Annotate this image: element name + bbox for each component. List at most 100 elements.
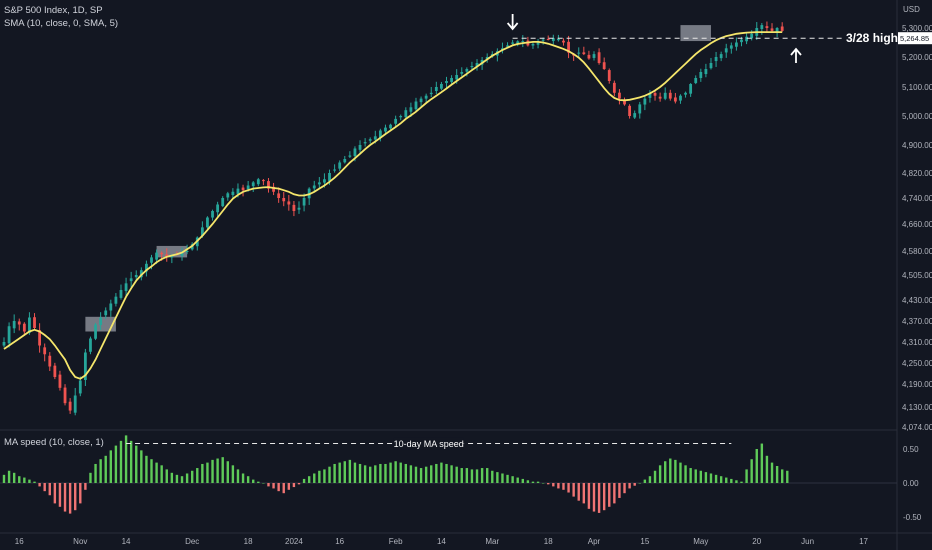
speed-bar — [735, 480, 738, 483]
candle-body — [750, 33, 754, 39]
speed-bar — [257, 481, 260, 483]
candle-body — [506, 45, 509, 47]
candle-body — [760, 25, 764, 30]
speed-bar — [328, 466, 331, 483]
speed-bar — [485, 468, 489, 483]
price-tick-label: 4,660.00 — [902, 220, 932, 229]
candle-body — [206, 217, 209, 228]
candle-body — [724, 48, 728, 53]
speed-bar — [201, 463, 204, 483]
speed-bar — [465, 468, 469, 483]
candle-body — [689, 84, 693, 94]
candle-body — [536, 41, 540, 45]
speed-bar — [145, 455, 148, 483]
candle-body — [2, 342, 6, 346]
speed-axis[interactable]: 0.50 0.00 -0.50 — [903, 445, 922, 522]
speed-bar — [33, 481, 36, 483]
speed-bar — [506, 474, 509, 483]
candle-body — [460, 72, 464, 74]
speed-label-bg — [393, 437, 464, 450]
speed-bar — [140, 450, 143, 483]
candle-body — [292, 204, 296, 211]
speed-bar — [567, 483, 570, 493]
candle-body — [414, 101, 418, 110]
candle-body — [521, 41, 525, 43]
candle-body — [323, 179, 326, 183]
candle-body — [302, 198, 306, 206]
candle-body — [134, 275, 138, 278]
candle-body — [623, 100, 626, 105]
candle-body — [333, 169, 337, 171]
speed-bar — [343, 461, 346, 483]
speed-bar — [689, 468, 692, 483]
speed-bar — [89, 472, 92, 483]
candle-body — [551, 38, 555, 42]
price-tick-label: 4,074.00 — [902, 423, 932, 432]
speed-bar — [206, 462, 209, 483]
speed-bar — [74, 483, 77, 511]
candle-body — [78, 380, 82, 394]
candle-body — [251, 182, 255, 187]
candle-body — [394, 118, 398, 124]
speed-bar — [608, 483, 611, 507]
candle-body — [765, 26, 769, 28]
time-tick-label: 2024 — [285, 537, 303, 546]
candle-body — [145, 263, 148, 272]
speed-bar — [577, 483, 580, 501]
candle-body — [150, 257, 153, 263]
speed-bar — [185, 473, 189, 483]
current-price-label: 5,264.85 — [900, 34, 929, 43]
sma-10-line — [3, 31, 783, 380]
speed-bar — [68, 483, 72, 514]
candle-body — [602, 62, 606, 69]
candle-body — [643, 98, 647, 105]
candle-body — [236, 188, 240, 194]
speed-bar — [562, 483, 565, 490]
candle-body — [389, 124, 392, 129]
speed-bar — [211, 459, 214, 483]
speed-bar — [455, 466, 458, 483]
candle-body — [628, 105, 632, 116]
candlestick-series — [2, 21, 784, 416]
candle-body — [633, 113, 637, 118]
speed-bar — [679, 462, 682, 483]
speed-bar — [323, 469, 326, 483]
candle-body — [429, 92, 433, 95]
candle-body — [612, 82, 616, 93]
candle-body — [597, 52, 601, 63]
speed-bar — [246, 476, 250, 483]
speed-bar — [572, 483, 575, 497]
time-tick-label: May — [693, 537, 708, 546]
speed-bar — [252, 479, 255, 483]
candle-body — [663, 92, 667, 99]
time-tick-label: Dec — [185, 537, 199, 546]
price-axis[interactable]: USD 5,300.00 5,200.00 5,100.00 5,000.00 4,900… — [898, 5, 932, 432]
speed-bar — [58, 483, 62, 507]
speed-bar — [338, 462, 341, 483]
price-tick-label: 5,100.00 — [902, 83, 932, 92]
speed-bar — [491, 470, 494, 483]
candle-body — [38, 330, 42, 346]
candle-body — [648, 92, 652, 98]
candle-body — [638, 104, 642, 114]
candle-body — [155, 252, 158, 260]
speed-bar — [750, 459, 753, 483]
candle-body — [587, 54, 591, 59]
currency-label: USD — [903, 5, 920, 14]
time-axis[interactable]: 16 Nov 14 Dec 18 2024 16 Feb 14 Mar 18 Apr 15 May 20 Ju… — [15, 537, 869, 546]
speed-bar — [53, 483, 57, 504]
candle-body — [485, 57, 489, 59]
speed-bar — [369, 466, 372, 483]
speed-bar — [552, 483, 555, 487]
speed-bar — [475, 469, 479, 483]
speed-bar — [277, 483, 280, 492]
price-tick-label: 5,300.00 — [902, 24, 932, 33]
speed-tick-label: 0.50 — [903, 445, 919, 454]
speed-bar — [725, 477, 728, 483]
speed-bar — [190, 470, 194, 483]
speed-bar — [755, 449, 758, 483]
candle-body — [714, 57, 718, 62]
speed-bar — [526, 480, 530, 483]
speed-bar — [714, 474, 718, 483]
